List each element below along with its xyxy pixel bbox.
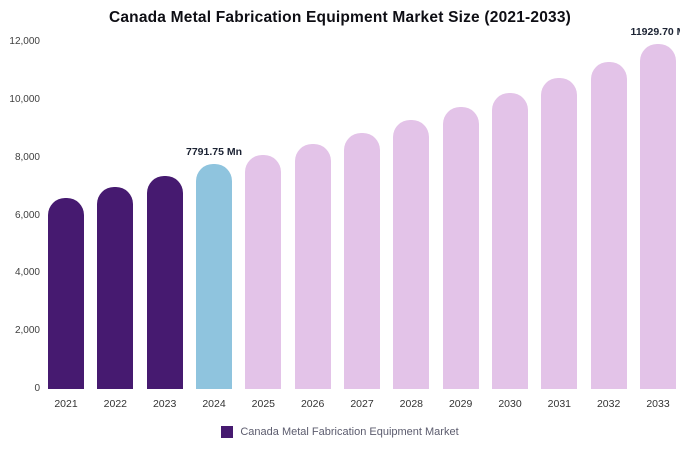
- x-tick-label: 2033: [646, 398, 670, 410]
- x-tick-label: 2022: [103, 398, 127, 410]
- bar-2029: [442, 106, 479, 389]
- x-tick-label: 2027: [350, 398, 374, 410]
- bar-2026: [294, 144, 331, 389]
- plot-area: 2021 2022 2023 2024 2025 2026 2027 2028 2029 2030…: [48, 26, 680, 410]
- legend-marker: [221, 426, 234, 438]
- bar-2028: [393, 120, 430, 389]
- x-tick-label: 2032: [596, 398, 621, 410]
- x-tick-label: 2024: [202, 398, 226, 410]
- y-tick-label: 8,000: [14, 151, 40, 163]
- chart-legend[interactable]: Canada Metal Fabrication Equipment Marke…: [0, 426, 680, 438]
- bar-value-label: 7791.75 Mn: [185, 145, 243, 158]
- chart-title: Canada Metal Fabrication Equipment Marke…: [108, 9, 572, 26]
- x-tick-label: 2023: [152, 398, 177, 410]
- bar-2033: [640, 44, 676, 389]
- y-tick-label: 6,000: [14, 209, 40, 221]
- bar-2031: [541, 78, 578, 389]
- y-tick-label: 2,000: [14, 325, 40, 337]
- x-tick-label: 2030: [498, 398, 522, 410]
- bar-2030: [492, 92, 528, 389]
- bar-2027: [344, 132, 380, 389]
- bar-2022: [97, 187, 134, 389]
- y-axis: 0 2,000 4,000 6,000 8,000 10,000 12,000: [0, 36, 42, 394]
- x-tick-label: 2025: [251, 398, 275, 410]
- x-tick-label: 2026: [300, 398, 325, 410]
- bar-2023: [146, 176, 183, 389]
- legend-label: Canada Metal Fabrication Equipment Marke…: [240, 426, 459, 438]
- bar-value-label: 11929.70 M: [630, 26, 680, 39]
- bar-2024: [196, 163, 232, 389]
- y-tick-label: 4,000: [14, 267, 40, 279]
- bar-2021: [48, 198, 84, 389]
- bar-2032: [590, 62, 627, 389]
- x-tick-label: 2028: [399, 398, 423, 410]
- y-tick-label: 12,000: [9, 36, 40, 47]
- x-tick-label: 2029: [448, 398, 473, 410]
- y-tick-label: 0: [34, 383, 40, 394]
- y-tick-label: 10,000: [9, 93, 40, 105]
- x-tick-label: 2031: [547, 398, 571, 410]
- x-tick-label: 2021: [54, 398, 78, 410]
- bar-2025: [245, 155, 282, 389]
